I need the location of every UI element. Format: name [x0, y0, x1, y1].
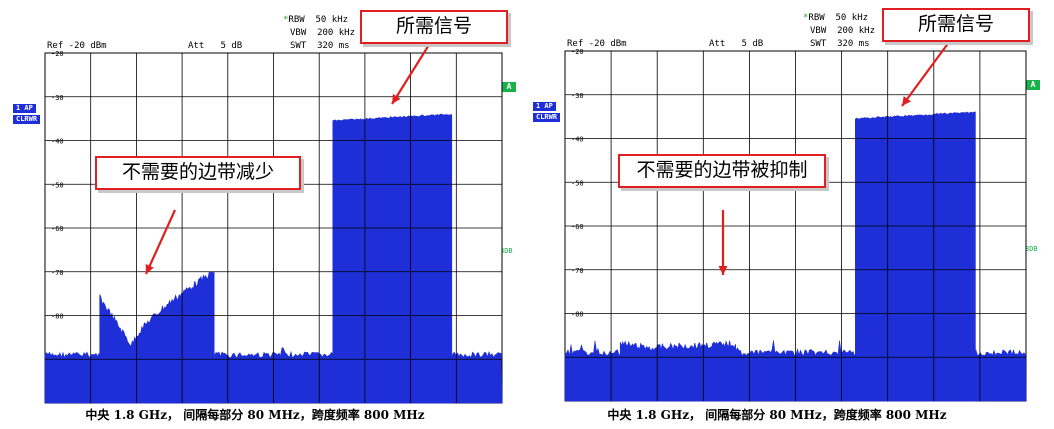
y-tick-label: -40	[571, 136, 584, 144]
attenuation-readout: Att 5 dB	[709, 39, 764, 49]
spectrum-chart-right: -20 -30 -40 -50 -60 -70 -80	[564, 37, 1027, 402]
spectrum-panel-left: *RBW 50 kHz VBW 200 kHz SWT 320 ms Ref -…	[0, 0, 516, 429]
bandwidth-3db-label: 3DB	[1025, 245, 1038, 253]
y-tick-label: -80	[571, 311, 584, 319]
y-tick-label: -80	[51, 313, 64, 321]
y-tick-label: -60	[571, 223, 584, 231]
y-tick-label: -50	[571, 179, 584, 187]
status-badge: A	[502, 82, 516, 92]
status-badge: A	[1026, 80, 1040, 90]
attenuation-readout: Att 5 dB	[188, 41, 243, 51]
red-arrowhead-icon	[902, 96, 911, 106]
trace-detector-badge: CLRWR	[533, 113, 561, 122]
y-tick-label: -20	[571, 48, 584, 56]
swt-readout: SWT 320 ms	[290, 41, 350, 51]
red-arrow-icon	[901, 37, 953, 107]
chart-caption: 中央 1.8 GHz， 间隔每部分 80 MHz，跨度频率 800 MHz	[85, 408, 425, 422]
red-arrow-icon	[144, 209, 177, 275]
sideband-callout: 不需要的边带被抑制	[618, 154, 826, 188]
trace-segment-desired-signal	[854, 111, 976, 402]
y-tick-label: -60	[51, 225, 64, 233]
trace-mode-badge: 1 AP	[533, 102, 556, 111]
trace-mode-badge: 1 AP	[13, 104, 36, 113]
spectrum-panel-right: *RBW 50 kHz VBW 200 kHz SWT 320 ms Ref -…	[522, 0, 1040, 429]
trace-segment-left-sideband	[99, 271, 215, 404]
desired-signal-callout: 所需信号	[360, 10, 508, 44]
trace-segment-desired-signal	[332, 113, 453, 404]
ref-level-readout: Ref -20 dBm	[567, 39, 627, 49]
y-tick-label: -20	[51, 50, 64, 58]
y-tick-label: -70	[51, 269, 64, 277]
red-arrow-icon	[391, 39, 433, 105]
spectrum-chart-left: -20 -30 -40 -50 -60 -70 -80	[44, 39, 503, 404]
y-tick-label: -70	[571, 267, 584, 275]
swt-readout: SWT 320 ms	[810, 39, 870, 49]
red-arrowhead-icon	[392, 93, 401, 104]
rbw-readout: *RBW 50 kHz	[803, 13, 869, 23]
bandwidth-3db-label: 3DB	[500, 247, 513, 255]
red-arrowhead-icon	[145, 263, 154, 274]
y-tick-label: -40	[51, 138, 64, 146]
desired-signal-callout: 所需信号	[882, 8, 1030, 42]
chart-caption: 中央 1.8 GHz， 间隔每部分 80 MHz，跨度频率 800 MHz	[607, 408, 947, 422]
vbw-readout: VBW 200 kHz	[290, 28, 356, 38]
vbw-readout: VBW 200 kHz	[810, 26, 876, 36]
trace-segment-suppressed-sideband	[619, 340, 736, 402]
sideband-callout: 不需要的边带减少	[95, 156, 301, 190]
ref-level-readout: Ref -20 dBm	[47, 41, 107, 51]
trace-detector-badge: CLRWR	[13, 115, 41, 124]
rbw-readout: *RBW 50 kHz	[283, 15, 349, 25]
y-tick-label: -30	[571, 92, 584, 100]
y-tick-label: -50	[51, 181, 64, 189]
red-arrowhead-icon	[718, 266, 728, 275]
y-tick-label: -30	[51, 94, 64, 102]
